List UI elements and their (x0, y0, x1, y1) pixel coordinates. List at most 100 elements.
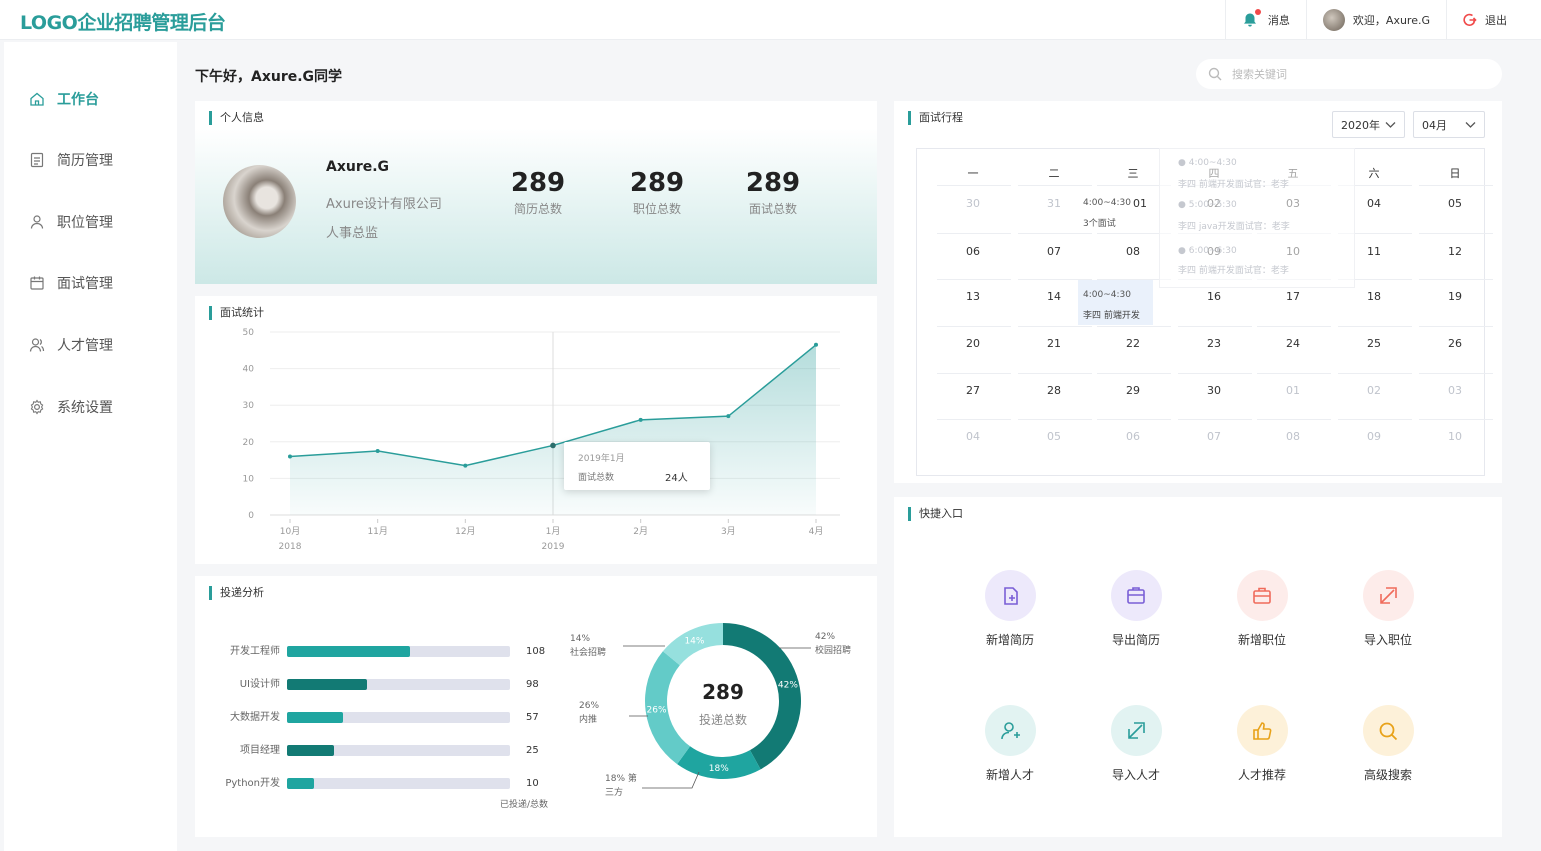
calendar-day[interactable]: 13 (966, 290, 980, 303)
user-menu[interactable]: 欢迎，Axure.G (1305, 0, 1446, 40)
popover-line: 李四 前端开发面试官：老李 (1178, 266, 1289, 276)
calendar-day[interactable]: 12 (1448, 245, 1462, 258)
calendar-grid-line (1338, 279, 1412, 280)
calendar-day[interactable]: 01 (1286, 384, 1300, 397)
quick-entry-add-talent[interactable]: 新增人才 (965, 705, 1055, 783)
data-point[interactable] (638, 417, 643, 422)
calendar-day[interactable]: 21 (1047, 337, 1061, 350)
calendar-grid-line (1018, 233, 1092, 234)
slice-outer-percent: 42% (815, 632, 835, 642)
calendar-day[interactable]: 11 (1367, 245, 1381, 258)
popover-line: ● 4:00~4:30 (1178, 158, 1237, 168)
calendar-day[interactable]: 02 (1367, 384, 1381, 397)
data-point[interactable] (463, 463, 468, 468)
calendar-day[interactable]: 04 (966, 430, 980, 443)
sidebar-item-workbench[interactable]: 工作台 (29, 89, 99, 109)
event-count[interactable]: 3个面试 (1083, 219, 1116, 229)
quick-entry-thumbs-up[interactable]: 人才推荐 (1217, 705, 1307, 783)
calendar-day[interactable]: 19 (1448, 290, 1462, 303)
quick-entry-label: 人才推荐 (1237, 768, 1286, 782)
calendar-day[interactable]: 05 (1047, 430, 1061, 443)
quick-entry-import-talent[interactable]: 导入人才 (1091, 705, 1181, 783)
avatar (1322, 9, 1345, 31)
data-point[interactable] (550, 442, 556, 449)
calendar-day[interactable]: 25 (1367, 337, 1381, 350)
calendar-grid-line (1178, 373, 1252, 374)
calendar-day[interactable]: 09 (1367, 430, 1381, 443)
delivery-donut-chart: 42% 42% 校园招聘 18% 18% 第三方 26% 26% 内推 14% 14% 社会招聘 28… (570, 623, 851, 798)
import-position-icon (1362, 570, 1414, 621)
event-desc[interactable]: 李四 前端开发 (1083, 311, 1140, 321)
add-talent-icon (984, 705, 1036, 756)
calendar-day[interactable]: 07 (1047, 245, 1061, 258)
month-select[interactable]: 04月 (1413, 111, 1485, 138)
calendar-grid-line (937, 373, 1011, 374)
donut-slice[interactable] (677, 746, 761, 779)
x-tick-label: 11月 (367, 526, 387, 537)
calendar-day[interactable]: 04 (1367, 197, 1381, 210)
donut-slice[interactable] (723, 623, 801, 770)
donut-slice[interactable] (662, 623, 723, 666)
data-point[interactable] (375, 448, 380, 453)
interview-stats-card: 面试统计 0 10 20 30 40 50 10月 2018 11月 12月 1月 2019 2月 3月 4… (195, 296, 877, 564)
calendar-day[interactable]: 24 (1286, 337, 1300, 350)
calendar-day[interactable]: 08 (1286, 430, 1300, 443)
export-resume-icon (1110, 570, 1162, 621)
calendar-day[interactable]: 01 (1133, 197, 1147, 210)
calendar-day[interactable]: 07 (1207, 430, 1221, 443)
calendar-day[interactable]: 31 (1047, 197, 1061, 210)
calendar-day[interactable]: 08 (1126, 245, 1140, 258)
calendar-day[interactable]: 17 (1286, 290, 1300, 303)
calendar-day[interactable]: 16 (1207, 290, 1221, 303)
calendar-day[interactable]: 26 (1448, 337, 1462, 350)
sidebar-item-talents[interactable]: 人才管理 (29, 335, 113, 355)
quick-entry-label: 新增人才 (985, 768, 1034, 782)
calendar-day[interactable]: 18 (1367, 290, 1381, 303)
data-point[interactable] (814, 342, 818, 347)
leader-line (642, 771, 700, 789)
quick-entry-advanced-search[interactable]: 高级搜索 (1343, 705, 1433, 783)
calendar-day[interactable]: 30 (966, 197, 980, 210)
quick-entry-label: 新增简历 (985, 633, 1034, 647)
data-point[interactable] (726, 414, 731, 419)
search-input[interactable] (1232, 67, 1482, 81)
calendar-day[interactable]: 29 (1126, 384, 1140, 397)
calendar-day[interactable]: 10 (1448, 430, 1462, 443)
quick-entry-briefcase[interactable]: 新增职位 (1217, 570, 1307, 648)
calendar-day[interactable]: 03 (1448, 384, 1462, 397)
sidebar-item-resumes[interactable]: 简历管理 (29, 150, 113, 170)
quick-entry-import-position[interactable]: 导入职位 (1343, 570, 1433, 648)
sidebar-item-label: 面试管理 (57, 276, 113, 292)
sidebar-item-positions[interactable]: 职位管理 (29, 212, 113, 232)
calendar-day[interactable]: 06 (966, 245, 980, 258)
calendar-day[interactable]: 06 (1126, 430, 1140, 443)
calendar-day[interactable]: 27 (966, 384, 980, 397)
calendar-day[interactable]: 05 (1448, 197, 1462, 210)
quick-entry-add-resume[interactable]: 新增简历 (965, 570, 1055, 648)
bar-track (287, 745, 510, 756)
data-point[interactable] (288, 454, 292, 459)
calendar-day[interactable]: 22 (1126, 337, 1140, 350)
x-tick-label: 3月 (721, 526, 736, 537)
calendar-grid-line (1018, 373, 1092, 374)
messages-button[interactable]: 消息 (1224, 0, 1306, 40)
year-select[interactable]: 2020年 (1332, 111, 1405, 138)
slice-outer-name: 校园招聘 (815, 644, 851, 656)
popover-line: ● 6:00~6:30 (1178, 246, 1237, 256)
calendar-day[interactable]: 14 (1047, 290, 1061, 303)
quick-entry-export-resume[interactable]: 导出简历 (1091, 570, 1181, 648)
tooltip-label: 面试总数 (578, 473, 615, 483)
donut-slice[interactable] (645, 651, 691, 765)
event-highlight-15[interactable] (1078, 280, 1153, 325)
calendar-grid-line (1338, 185, 1412, 186)
logout-button[interactable]: 退出 (1446, 0, 1523, 40)
sidebar-item-interviews[interactable]: 面试管理 (29, 273, 113, 293)
top-bar: LOGO企业招聘管理后台 消息 欢迎，Axure.G 退出 (0, 0, 1541, 40)
calendar-day[interactable]: 30 (1207, 384, 1221, 397)
sidebar-item-settings[interactable]: 系统设置 (29, 397, 113, 417)
calendar-day[interactable]: 23 (1207, 337, 1221, 350)
search-box[interactable] (1196, 59, 1502, 89)
calendar-day[interactable]: 28 (1047, 384, 1061, 397)
calendar-day[interactable]: 20 (966, 337, 980, 350)
calendar-grid-line (1097, 279, 1171, 280)
